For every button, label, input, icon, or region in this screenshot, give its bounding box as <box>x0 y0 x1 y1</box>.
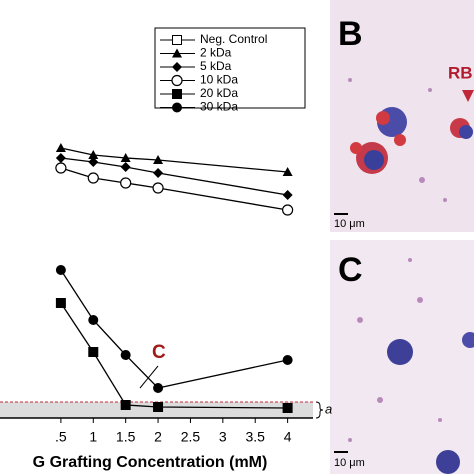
marker <box>153 402 164 412</box>
marker <box>88 315 99 325</box>
marker <box>282 204 294 216</box>
x-tick-label: 2.5 <box>181 429 201 445</box>
legend-label: 5 kDa <box>200 59 232 73</box>
legend-label: 10 kDa <box>200 73 238 87</box>
x-tick-label: 3.5 <box>245 429 265 445</box>
legend-marker <box>171 74 183 87</box>
marker <box>153 168 164 178</box>
legend-label: 20 kDa <box>200 86 238 100</box>
marker <box>120 350 131 360</box>
marker <box>120 162 131 172</box>
legend-marker <box>172 102 182 113</box>
legend-label: Neg. Control <box>200 32 267 46</box>
marker <box>120 400 131 410</box>
x-axis-label: G Grafting Concentration (mM) <box>33 454 268 471</box>
marker <box>282 355 293 365</box>
panel-label: B <box>338 15 363 53</box>
x-tick-label: 1 <box>89 429 97 445</box>
series-line <box>60 269 288 389</box>
marker <box>55 298 66 308</box>
x-tick-label: 3 <box>219 429 227 445</box>
scale-label: 10 μm <box>334 457 365 469</box>
cells-c <box>348 258 474 474</box>
marker <box>153 155 164 164</box>
marker <box>55 153 66 163</box>
cells-b <box>348 78 474 202</box>
scale-label: 10 μm <box>334 218 365 230</box>
legend-marker <box>172 62 182 72</box>
marker <box>88 347 99 357</box>
annotation-pointer <box>139 365 159 389</box>
marker <box>282 403 293 413</box>
marker <box>153 383 164 393</box>
legend-label: 30 kDa <box>200 100 238 114</box>
annotation: C <box>152 342 166 363</box>
legend-marker <box>172 35 182 45</box>
x-tick-label: 4 <box>284 429 292 445</box>
annotation: a <box>325 401 332 416</box>
marker <box>55 265 66 275</box>
x-tick-label: .5 <box>55 429 67 445</box>
marker <box>120 177 132 189</box>
x-tick-label: 2 <box>154 429 162 445</box>
marker <box>282 190 293 200</box>
x-tick-label: 1.5 <box>116 429 136 445</box>
marker <box>55 162 67 174</box>
legend-label: 2 kDa <box>200 46 232 60</box>
marker <box>152 182 164 194</box>
micrographs: B RB 10 μm C 10 μm <box>330 0 474 474</box>
callout: RB <box>448 63 473 82</box>
marker <box>88 150 99 159</box>
marker <box>88 157 99 167</box>
marker <box>87 172 99 184</box>
marker <box>55 143 66 152</box>
panel-label: C <box>338 251 363 289</box>
marker <box>120 153 131 162</box>
legend-marker <box>172 89 182 99</box>
legend-marker <box>172 48 182 58</box>
marker <box>282 167 293 176</box>
bracket <box>315 401 324 419</box>
